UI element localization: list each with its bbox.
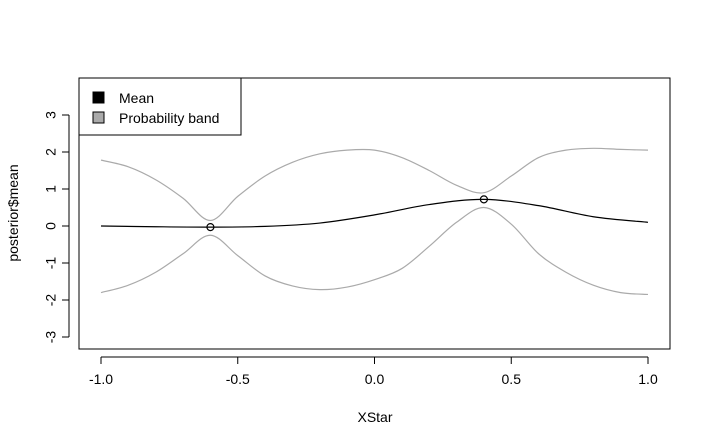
legend-label-mean: Mean	[119, 90, 154, 106]
legend-swatch-mean	[92, 91, 105, 104]
data-point-1	[479, 195, 488, 204]
series-line-2	[100, 206, 649, 296]
x-axis: -1.0 -0.5 0.0 0.5 1.0	[89, 356, 658, 387]
legend-swatch-band	[92, 111, 105, 124]
points-layer	[206, 195, 488, 232]
legend-box	[78, 77, 242, 136]
y-tick-label-1: -2	[43, 294, 59, 307]
data-point-0	[206, 223, 215, 232]
legend-label-band: Probability band	[119, 110, 219, 126]
y-tick-label-5: 2	[43, 148, 59, 156]
y-tick-label-3: 0	[43, 222, 59, 230]
y-tick-label-6: 3	[43, 111, 59, 119]
y-tick-label-2: -1	[43, 257, 59, 270]
y-axis: -3 -2 -1 0 1 2 3	[43, 111, 70, 344]
y-tick-label-0: -3	[43, 331, 59, 344]
legend: Mean Probability band	[78, 77, 242, 136]
series-layer	[100, 147, 649, 296]
y-axis-title: posterior$mean	[5, 164, 21, 261]
series-line-0	[100, 198, 649, 228]
y-tick-label-4: 1	[43, 185, 59, 193]
x-tick-label-1: -0.5	[226, 371, 250, 387]
x-tick-label-2: 0.0	[365, 371, 385, 387]
series-line-1	[100, 147, 649, 222]
x-axis-title: XStar	[357, 409, 392, 425]
x-tick-label-4: 1.0	[638, 371, 658, 387]
x-tick-label-3: 0.5	[502, 371, 522, 387]
plot-frame	[78, 77, 671, 350]
x-tick-label-0: -1.0	[89, 371, 113, 387]
